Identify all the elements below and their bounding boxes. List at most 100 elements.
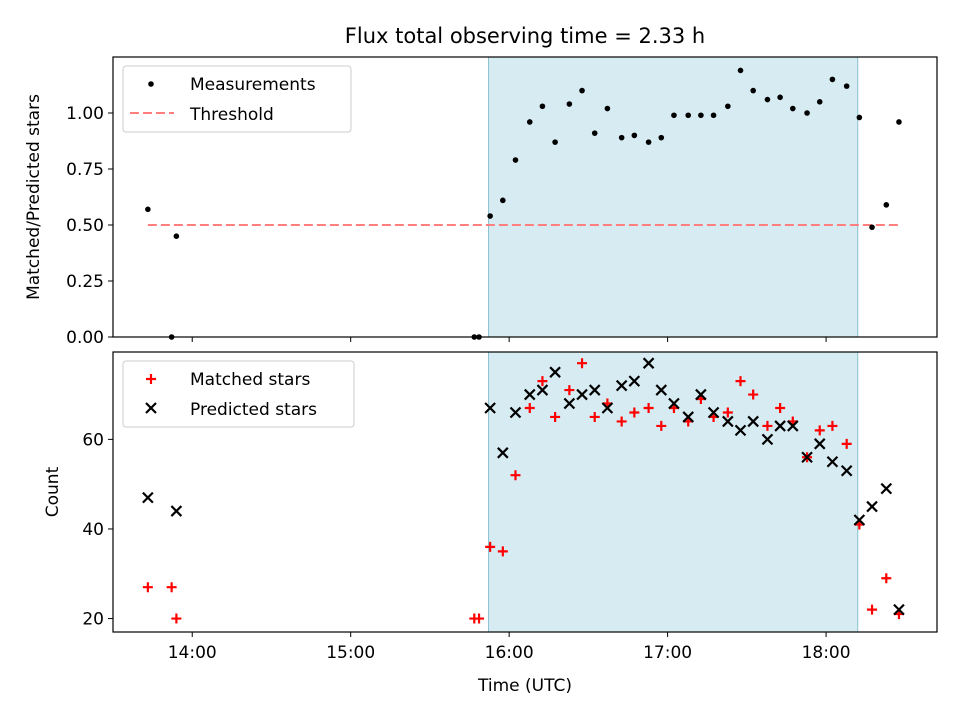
measurement-point (710, 112, 717, 119)
measurement-point (816, 99, 823, 105)
predicted-star-point (523, 388, 536, 401)
measurement-point (618, 134, 625, 141)
measurement-point (869, 224, 875, 231)
x-tick-label: 16:00 (485, 643, 534, 663)
x-tick-label: 14:00 (168, 643, 217, 663)
measurement-point (591, 130, 598, 136)
predicted-star-point (170, 505, 183, 517)
top-shaded-span (488, 56, 859, 338)
y-tick-label: 0.25 (66, 272, 104, 292)
predicted-star-point (801, 451, 813, 464)
measurement-point (658, 134, 665, 141)
chart-title: Flux total observing time = 2.33 h (345, 24, 705, 48)
bottom-shaded-span (488, 351, 859, 633)
matched-star-point (762, 420, 773, 431)
predicted-star-point (813, 438, 826, 450)
predicted-star-point (142, 491, 154, 504)
y-tick-label: 40 (82, 520, 104, 540)
predicted-star-point (787, 420, 799, 432)
top-points (145, 67, 902, 340)
predicted-star-point (722, 415, 734, 428)
measurement-point (883, 202, 890, 208)
bottom-axes-frame (112, 351, 938, 633)
predicted-star-point (549, 366, 561, 378)
matched-star-point (867, 604, 878, 615)
predicted-star-point (642, 357, 655, 369)
predicted-star-point (893, 603, 905, 616)
matched-star-point (827, 420, 838, 431)
legend-threshold-label: Threshold (189, 105, 274, 125)
matched-star-point (524, 403, 535, 413)
measurement-point (790, 105, 796, 112)
matched-star-point (564, 385, 575, 396)
matched-star-point (577, 358, 588, 369)
measurement-point (487, 213, 493, 219)
matched-star-point (166, 582, 177, 593)
measurement-point (725, 103, 731, 110)
y-tick-label: 0.00 (66, 328, 104, 348)
measurement-point (512, 157, 519, 163)
predicted-star-point (774, 420, 786, 432)
predicted-star-point (880, 482, 893, 495)
bottom-panel: 20 40 60 14:00 15:00 16:00 17:00 18:00 Count T… (43, 351, 938, 696)
legend-measurements-label: Measurements (190, 75, 316, 95)
matched-star-point (537, 376, 548, 387)
measurement-point (566, 101, 573, 107)
bottom-points (142, 357, 905, 624)
x-tick-label: 15:00 (326, 643, 375, 663)
measurement-point (685, 112, 692, 119)
predicted-star-point (615, 379, 628, 392)
predicted-star-point (761, 433, 774, 446)
legend-predicted-marker (145, 402, 157, 414)
bottom-legend-box (122, 360, 355, 428)
predicted-star-point (747, 415, 759, 428)
x-axis-label: Time (UTC) (477, 676, 572, 696)
matched-star-point (881, 573, 892, 584)
matched-star-point (171, 613, 182, 624)
legend-measurements-marker (148, 81, 154, 87)
predicted-star-point (601, 402, 614, 414)
legend-predicted-label: Predicted stars (190, 400, 317, 420)
bottom-y-axis-label: Count (43, 466, 63, 517)
measurement-point (671, 112, 677, 119)
predicted-star-point (853, 514, 866, 526)
predicted-star-point (682, 411, 694, 423)
top-panel: 0.00 0.25 0.50 0.75 1.00 Matched/Predicted s… (24, 56, 938, 348)
predicted-star-point (840, 464, 853, 477)
measurement-point (145, 206, 151, 213)
matched-star-point (510, 470, 521, 481)
measurement-point (856, 114, 863, 121)
measurement-point (631, 132, 638, 139)
predicted-star-point (536, 384, 549, 396)
predicted-star-point (866, 500, 878, 513)
matched-star-point (550, 411, 561, 422)
predicted-star-point (576, 388, 588, 401)
bottom-y-ticks: 20 40 60 (82, 430, 113, 630)
x-tick-label: 18:00 (802, 643, 851, 663)
measurement-point (829, 76, 836, 83)
top-axes-frame (112, 56, 938, 338)
matched-star-point (485, 541, 496, 552)
predicted-star-point (497, 447, 509, 459)
measurement-point (539, 103, 546, 110)
top-y-axis-label: Matched/Predicted stars (24, 94, 44, 300)
predicted-star-point (484, 402, 496, 414)
matched-star-point (629, 407, 640, 418)
bottom-legend: Matched stars Predicted stars (122, 360, 355, 428)
legend-matched-marker (146, 374, 156, 384)
measurement-point (750, 87, 756, 94)
matched-star-point (735, 376, 746, 387)
measurement-point (579, 87, 585, 94)
measurement-point (843, 83, 850, 89)
measurement-point (645, 139, 652, 145)
y-tick-label: 60 (82, 430, 104, 450)
predicted-star-point (509, 406, 522, 419)
matched-star-point (474, 613, 485, 624)
matched-star-point (748, 389, 759, 400)
measurement-point (526, 119, 533, 125)
measurement-point (804, 110, 810, 116)
legend-matched-label: Matched stars (190, 370, 310, 390)
top-legend: Measurements Threshold (122, 65, 352, 133)
top-y-ticks: 0.00 0.25 0.50 0.75 1.00 (66, 104, 113, 348)
